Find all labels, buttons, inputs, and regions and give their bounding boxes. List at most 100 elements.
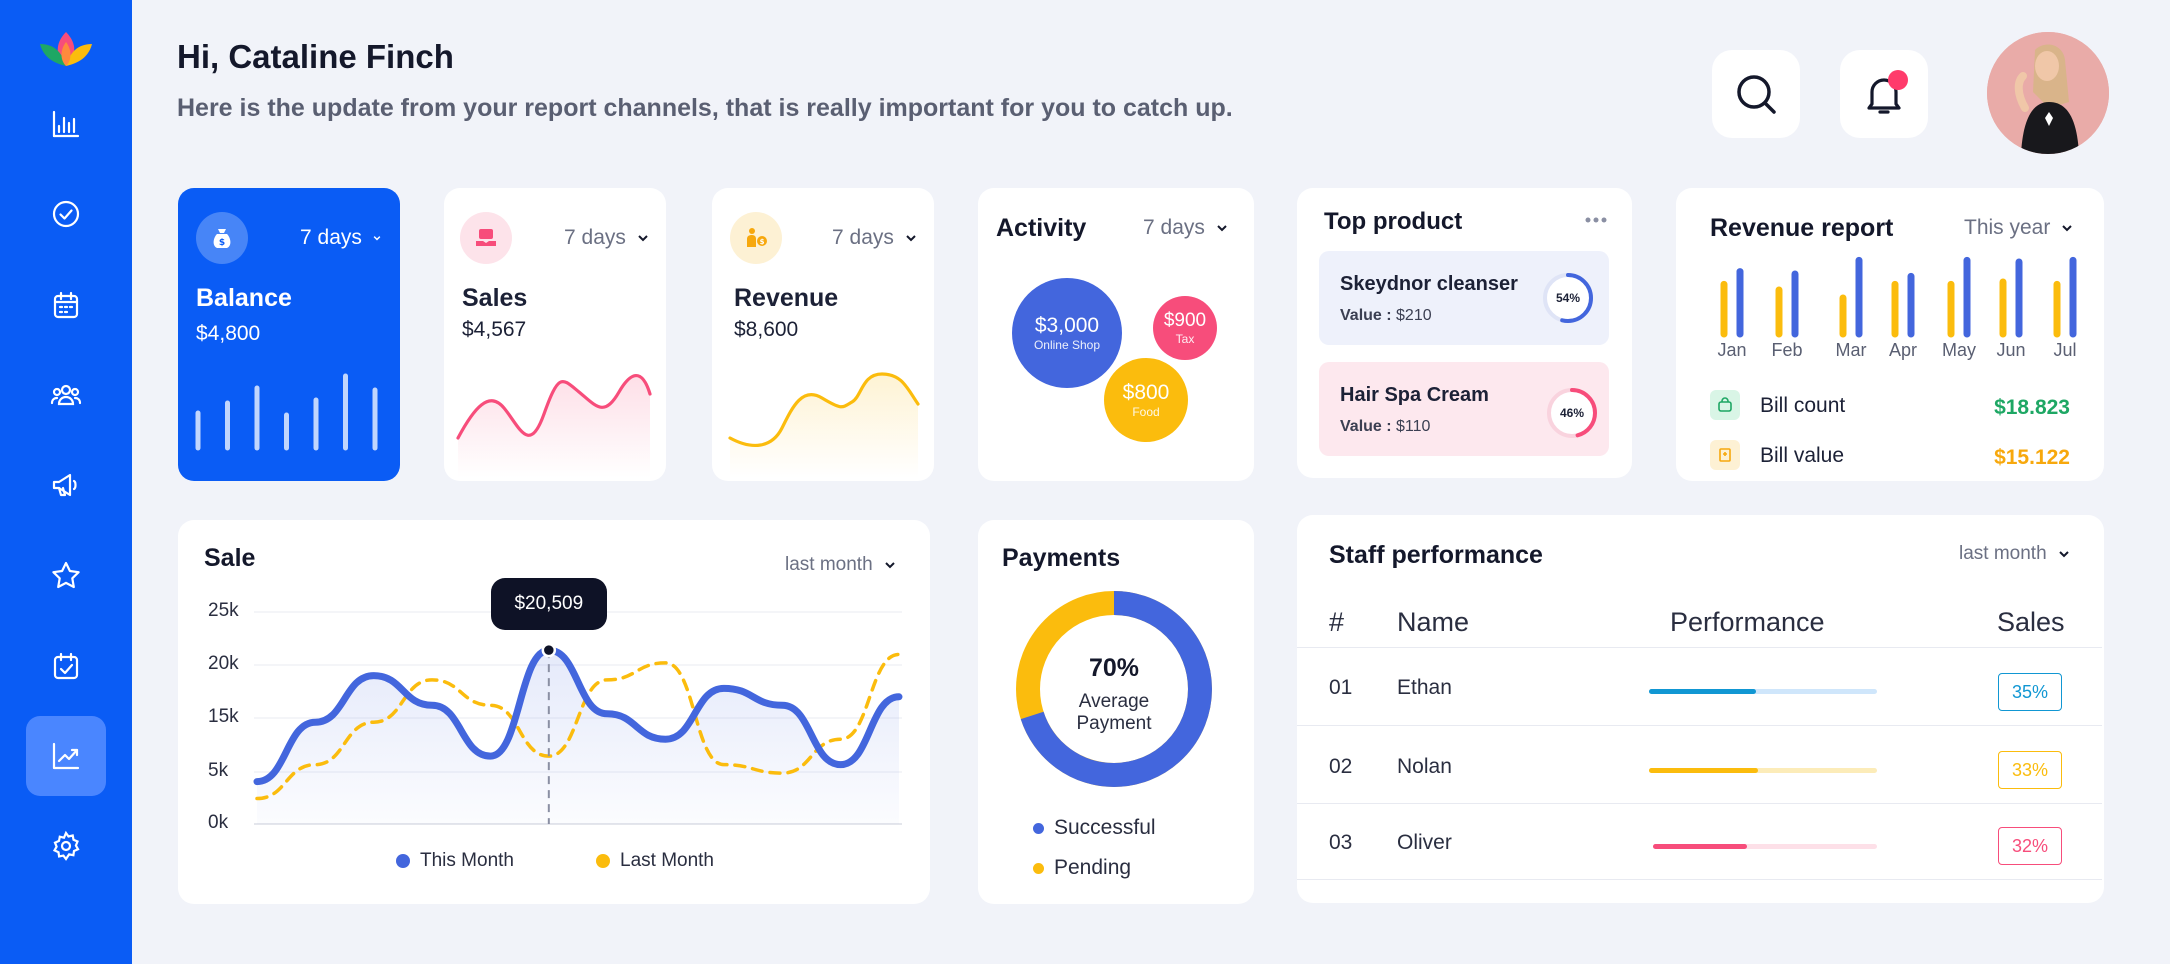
product-name: Skeydnor cleanser xyxy=(1340,273,1518,295)
sidebar-item-schedule[interactable] xyxy=(26,626,106,706)
notifications-button[interactable] xyxy=(1840,50,1928,138)
activity-bubble-online-shop[interactable]: $3,000 Online Shop xyxy=(1012,278,1122,388)
row-number: 02 xyxy=(1329,755,1353,778)
chevron-down-icon xyxy=(638,235,648,242)
revenue-icon: $ xyxy=(730,212,782,264)
performance-fill xyxy=(1649,768,1759,773)
month-label: Jan xyxy=(1717,340,1747,360)
y-tick-label: 5k xyxy=(208,760,229,781)
calendar-check-icon xyxy=(53,652,79,680)
users-icon xyxy=(50,384,82,406)
payments-percent: 70% xyxy=(1088,654,1140,682)
sidebar-item-analytics[interactable] xyxy=(26,716,106,796)
bill-value-label: Bill value xyxy=(1760,444,1845,467)
sidebar-item-team[interactable] xyxy=(26,355,106,435)
receipt-icon xyxy=(1710,440,1740,470)
megaphone-icon xyxy=(52,473,77,497)
value-amount: $210 xyxy=(1396,307,1432,324)
row-number: 03 xyxy=(1329,831,1353,854)
row-number: 01 xyxy=(1329,676,1353,699)
activity-card: Activity 7 days $3,000 Online Shop $900 … xyxy=(978,188,1254,481)
product-item[interactable]: Skeydnor cleanser Value : $210 54% xyxy=(1319,251,1609,345)
revenue-card[interactable]: $ 7 days Revenue $8,600 xyxy=(712,188,934,481)
sales-period-select[interactable]: 7 days xyxy=(564,226,650,250)
notification-badge xyxy=(1888,70,1908,90)
payments-center: 70% Average Payment xyxy=(1014,654,1214,735)
revenue-report-period-select[interactable]: This year xyxy=(1964,216,2074,240)
sidebar-item-campaigns[interactable] xyxy=(26,445,106,525)
sidebar xyxy=(0,0,132,964)
activity-period-select[interactable]: 7 days xyxy=(1143,216,1229,240)
product-item[interactable]: Hair Spa Cream Value : $110 46% xyxy=(1319,362,1609,456)
sale-line-chart xyxy=(253,611,903,825)
value-label: Value : xyxy=(1340,307,1392,324)
sales-card[interactable]: 7 days Sales $4,567 xyxy=(444,188,666,481)
series-line-this-month xyxy=(253,646,903,786)
balance-value: $4,800 xyxy=(196,322,261,345)
avatar[interactable] xyxy=(1987,32,2109,154)
sales-value: $4,567 xyxy=(462,318,527,341)
star-icon xyxy=(52,561,80,589)
highlight-point[interactable] xyxy=(541,642,557,658)
balance-card[interactable]: $ 7 days Balance $4,800 xyxy=(178,188,400,481)
table-divider xyxy=(1297,803,2102,804)
sidebar-item-calendar[interactable] xyxy=(26,265,106,345)
payments-title: Payments xyxy=(1002,544,1121,572)
sidebar-item-favorites[interactable] xyxy=(26,536,106,616)
product-progress-ring xyxy=(1543,273,1593,323)
sale-chart-card: Sale last month 25k 20k 15k 5k 0k $20,509 Th… xyxy=(178,520,930,904)
search-button[interactable] xyxy=(1712,50,1800,138)
sidebar-item-tasks[interactable] xyxy=(26,174,106,254)
legend-pending: Pending xyxy=(1033,856,1131,880)
bill-value-row: Bill value $15.122 xyxy=(1710,440,2070,472)
table-divider xyxy=(1297,647,2102,648)
legend-dot xyxy=(1033,822,1044,834)
product-percent: 54% xyxy=(1555,291,1581,305)
chevron-down-icon xyxy=(906,235,916,242)
payments-label-line2: Payment xyxy=(1076,713,1152,734)
balance-period-select[interactable]: 7 days xyxy=(300,226,382,250)
bubble-label: Food xyxy=(1132,405,1160,419)
lotus-logo xyxy=(40,32,92,66)
bill-value-value: $15.122 xyxy=(1994,446,2070,469)
balance-sparkbars xyxy=(195,373,378,451)
bubble-value: $3,000 xyxy=(1034,314,1100,337)
legend-dot xyxy=(1033,862,1044,874)
bill-count-label: Bill count xyxy=(1760,394,1846,417)
row-name: Ethan xyxy=(1397,676,1452,699)
bubble-label: Online Shop xyxy=(1033,338,1101,352)
bill-count-value: $18.823 xyxy=(1994,396,2070,419)
performance-bar xyxy=(1649,768,1877,773)
activity-bubble-tax[interactable]: $900 Tax xyxy=(1153,296,1217,360)
sale-period-select[interactable]: last month xyxy=(785,554,897,576)
product-name: Hair Spa Cream xyxy=(1340,384,1489,406)
legend-this-month[interactable]: This Month xyxy=(396,850,514,872)
revenue-period-select[interactable]: 7 days xyxy=(832,226,918,250)
performance-bar xyxy=(1653,844,1877,849)
more-icon[interactable] xyxy=(1585,216,1607,224)
legend-successful: Successful xyxy=(1033,816,1156,840)
sidebar-item-settings[interactable] xyxy=(26,806,106,886)
bag-icon xyxy=(1710,390,1740,420)
money-bag-icon: $ xyxy=(196,212,248,264)
chevron-down-icon xyxy=(1217,225,1227,232)
balance-title: Balance xyxy=(196,284,292,312)
sales-icon xyxy=(460,212,512,264)
staff-period-select[interactable]: last month xyxy=(1959,543,2071,565)
staff-period-label: last month xyxy=(1959,543,2047,564)
staff-performance-card: Staff performance last month # Name Perf… xyxy=(1297,515,2104,903)
svg-text:$: $ xyxy=(760,238,765,246)
balance-period-label: 7 days xyxy=(300,226,362,249)
legend-label: Pending xyxy=(1054,856,1132,879)
top-product-title: Top product xyxy=(1324,208,1463,235)
staff-title: Staff performance xyxy=(1329,541,1543,569)
revenue-title: Revenue xyxy=(734,284,839,312)
table-divider xyxy=(1297,879,2102,880)
sidebar-item-reports[interactable] xyxy=(26,84,106,164)
month-label: Jun xyxy=(1996,340,2026,360)
avatar-image xyxy=(1987,32,2109,154)
gear-icon xyxy=(52,830,80,861)
product-percent: 46% xyxy=(1559,406,1585,420)
activity-bubble-food[interactable]: $800 Food xyxy=(1104,358,1188,442)
legend-last-month[interactable]: Last Month xyxy=(596,850,714,872)
